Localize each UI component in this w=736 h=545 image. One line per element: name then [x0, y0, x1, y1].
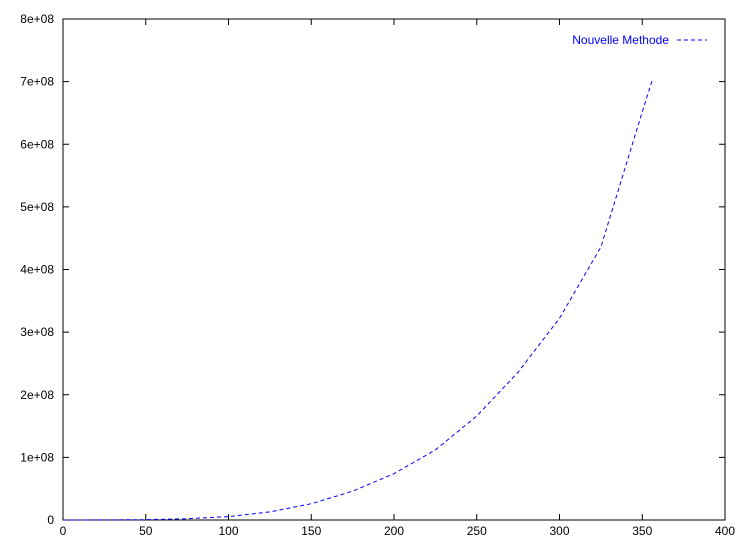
x-tick-label: 200 — [384, 524, 404, 538]
x-tick-label: 150 — [301, 524, 321, 538]
x-tick-label: 300 — [549, 524, 569, 538]
y-tick-label: 7e+08 — [20, 75, 54, 89]
x-tick-label: 400 — [715, 524, 735, 538]
x-tick-label: 100 — [218, 524, 238, 538]
x-tick-label: 50 — [139, 524, 153, 538]
x-tick-label: 250 — [467, 524, 487, 538]
series-line-0 — [62, 80, 653, 521]
axes: 0 50 100 150 200 250 300 350 400 0 1e+08 2e+08 3e+08… — [20, 12, 735, 538]
plot-frame — [62, 18, 726, 521]
y-tick-label: 1e+08 — [20, 450, 54, 464]
y-tick-label: 6e+08 — [20, 137, 54, 151]
y-tick-label: 4e+08 — [20, 263, 54, 277]
x-tick-label: 350 — [632, 524, 652, 538]
x-tick-label: 0 — [60, 524, 67, 538]
y-tick-label: 8e+08 — [20, 12, 54, 26]
series-layer — [62, 80, 653, 521]
legend: Nouvelle Methode — [572, 33, 707, 47]
y-tick-label: 5e+08 — [20, 200, 54, 214]
y-tick-label: 3e+08 — [20, 325, 54, 339]
y-tick-label: 0 — [47, 513, 54, 527]
y-tick-label: 2e+08 — [20, 388, 54, 402]
legend-label: Nouvelle Methode — [572, 33, 669, 47]
